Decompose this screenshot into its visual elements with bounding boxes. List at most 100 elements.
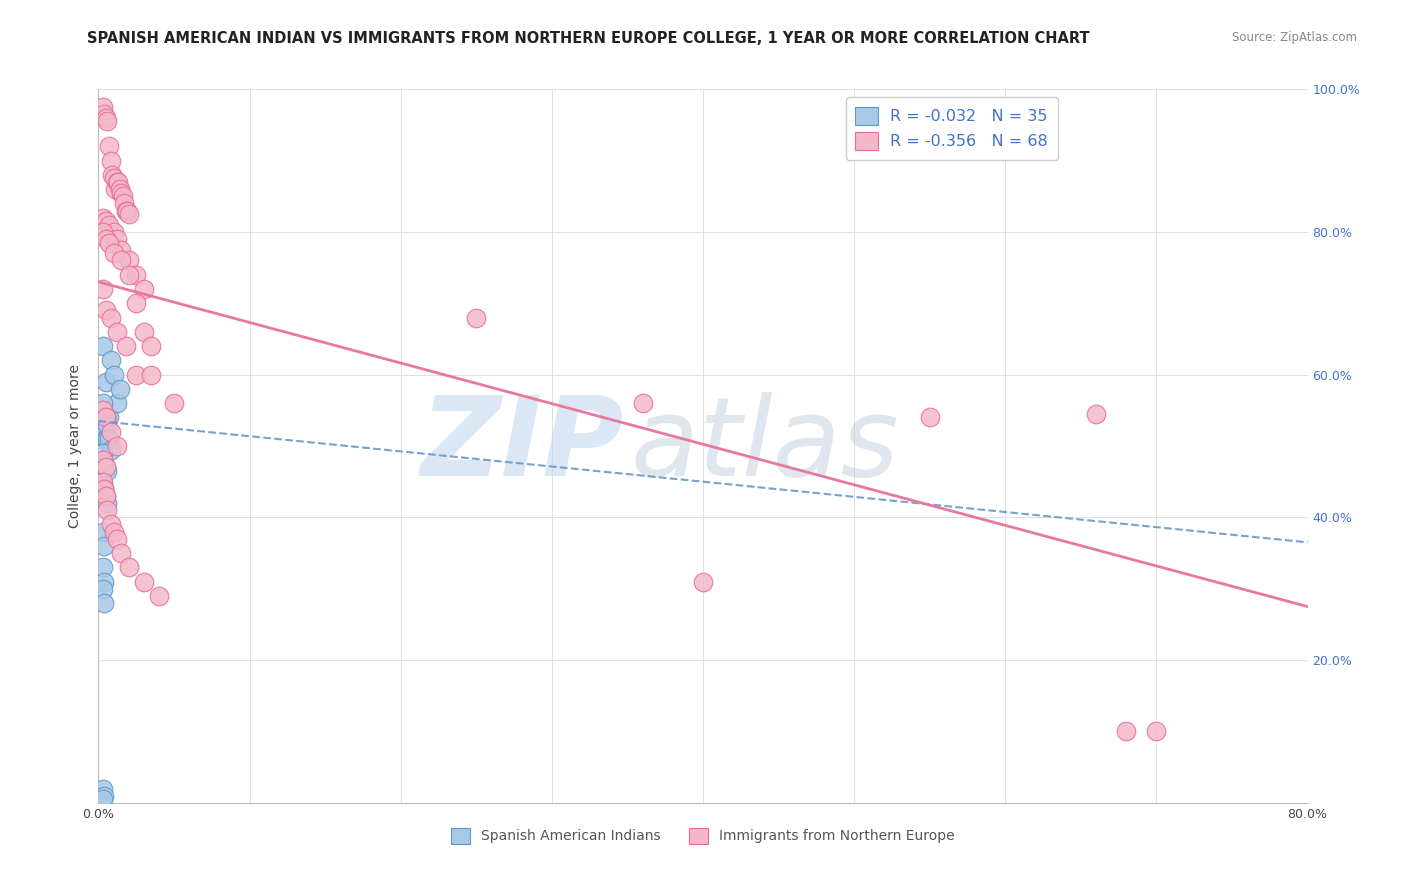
Point [94,460,117,475]
Point [93,596,115,610]
Point [1085,407,1108,421]
Point [692,574,714,589]
Point [91,446,114,460]
Text: SPANISH AMERICAN INDIAN VS IMMIGRANTS FROM NORTHERN EUROPE COLLEGE, 1 YEAR OR MO: SPANISH AMERICAN INDIAN VS IMMIGRANTS FR… [87,31,1090,46]
Point [1144,724,1167,739]
Point [94,111,117,125]
Point [118,560,141,574]
Point [114,339,136,353]
Point [112,196,135,211]
Point [91,225,114,239]
Point [103,225,125,239]
Point [141,368,163,382]
Point [148,589,170,603]
Point [108,182,131,196]
Point [163,396,186,410]
Point [132,325,155,339]
Point [91,453,114,467]
Point [118,253,141,268]
Point [93,789,115,803]
Point [101,168,124,182]
Point [91,781,114,796]
Point [103,246,125,260]
Point [94,489,117,503]
Point [118,268,141,282]
Point [94,303,117,318]
Point [94,375,117,389]
Text: atlas: atlas [630,392,898,500]
Point [93,107,115,121]
Point [141,339,163,353]
Point [103,524,125,539]
Point [93,482,115,496]
Point [94,410,117,425]
Point [94,232,117,246]
Point [918,410,941,425]
Point [91,792,114,806]
Point [91,475,114,489]
Point [93,425,115,439]
Point [91,524,114,539]
Point [96,432,118,446]
Legend: Spanish American Indians, Immigrants from Northern Europe: Spanish American Indians, Immigrants fro… [446,822,960,849]
Point [100,425,122,439]
Point [91,339,114,353]
Point [125,368,148,382]
Point [115,203,138,218]
Point [98,432,121,446]
Point [110,186,132,200]
Point [105,232,128,246]
Point [114,203,136,218]
Point [94,460,117,475]
Point [631,396,654,410]
Point [94,432,117,446]
Point [96,464,118,478]
Point [111,189,134,203]
Point [110,253,132,268]
Point [96,496,118,510]
Point [98,432,121,446]
Point [105,396,128,410]
Point [93,574,115,589]
Point [110,546,132,560]
Point [104,182,127,196]
Point [132,574,155,589]
Point [93,457,115,471]
Point [91,211,114,225]
Point [110,243,132,257]
Point [100,442,122,457]
Point [98,235,121,250]
Point [96,114,118,128]
Text: ZIP: ZIP [420,392,624,500]
Point [98,139,121,153]
Point [94,489,117,503]
Point [93,482,115,496]
Point [93,539,115,553]
Point [465,310,488,325]
Point [103,171,125,186]
Point [100,517,122,532]
Point [118,207,141,221]
Point [105,325,128,339]
Point [100,310,122,325]
Point [94,214,117,228]
Point [91,478,114,492]
Point [91,560,114,574]
Point [94,410,117,425]
Point [91,282,114,296]
Point [1115,724,1137,739]
Point [91,100,114,114]
Point [108,382,131,396]
Point [96,417,118,432]
Point [105,175,128,189]
Point [103,368,125,382]
Point [125,268,148,282]
Point [100,353,122,368]
Point [91,582,114,596]
Point [91,396,114,410]
Y-axis label: College, 1 year or more: College, 1 year or more [69,364,83,528]
Point [91,417,114,432]
Point [91,403,114,417]
Point [105,532,128,546]
Point [98,218,121,232]
